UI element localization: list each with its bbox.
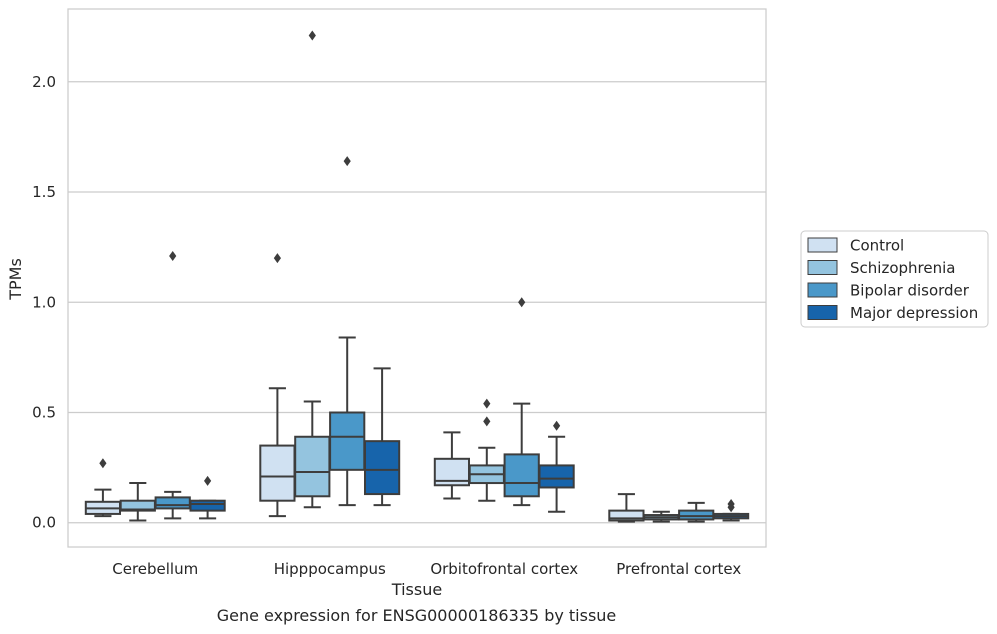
- box: [363, 440, 401, 496]
- x-tick-label: Hipppocampus: [274, 560, 386, 578]
- plot-frame: [67, 8, 767, 548]
- y-tick-label: 2.0: [32, 73, 56, 91]
- outlier-point: [483, 416, 491, 427]
- box-group: [363, 367, 401, 507]
- outlier-point: [553, 420, 561, 431]
- box-group: [329, 156, 366, 507]
- x-tick-labels: Cerebellum Hipppocampus Orbitofrontal cort…: [112, 560, 741, 578]
- y-tick-label: 0.0: [32, 514, 56, 532]
- y-axis-label: TPMs: [6, 258, 25, 301]
- box-group: [538, 420, 575, 513]
- box-plot-series: [84, 30, 750, 523]
- box: [329, 411, 366, 471]
- outlier-point: [483, 398, 491, 409]
- x-tick-label: Prefrontal cortex: [616, 560, 741, 578]
- box: [154, 496, 191, 510]
- box: [294, 435, 331, 498]
- box-group: [608, 493, 645, 523]
- box: [678, 509, 715, 521]
- x-axis-label: Tissue: [391, 580, 442, 599]
- gridlines: [68, 81, 766, 524]
- box-group: [189, 475, 226, 520]
- box-group: [468, 398, 505, 502]
- y-tick-labels: 0.0 0.5 1.0 1.5 2.0: [32, 73, 56, 532]
- box-group: [84, 458, 122, 518]
- outlier-point: [204, 475, 212, 486]
- outlier-point: [518, 297, 526, 308]
- y-tick-label: 0.5: [32, 404, 56, 422]
- legend-label: Schizophrenia: [850, 259, 955, 277]
- legend-frame: [800, 230, 989, 328]
- outlier-point: [727, 499, 735, 510]
- box-group: [119, 482, 156, 522]
- box: [189, 499, 226, 512]
- chart-caption: Gene expression for ENSG00000186335 by t…: [216, 606, 617, 625]
- box: [503, 453, 540, 498]
- legend-label: Control: [850, 237, 904, 255]
- legend-swatch: [807, 305, 838, 320]
- box: [538, 464, 575, 489]
- x-tick-label: Orbitofrontal cortex: [430, 560, 578, 578]
- box-group: [643, 510, 680, 523]
- box-group: [259, 253, 296, 518]
- box: [259, 444, 296, 502]
- outlier-point: [308, 30, 316, 41]
- legend-label: Bipolar disorder: [850, 282, 970, 300]
- legend-swatch: [807, 260, 838, 275]
- outlier-point: [169, 250, 177, 261]
- box-group: [678, 501, 715, 523]
- y-tick-label: 1.0: [32, 293, 56, 311]
- box-group: [154, 250, 191, 520]
- legend: Control Schizophrenia Bipolar disorder Majo…: [800, 230, 989, 328]
- outlier-point: [343, 156, 351, 167]
- legend-swatch: [807, 237, 838, 253]
- outlier-point: [99, 458, 107, 469]
- y-tick-label: 1.5: [32, 183, 56, 201]
- box-group: [433, 431, 471, 500]
- outlier-point: [273, 253, 281, 264]
- legend-swatch: [807, 282, 838, 298]
- legend-label: Major depression: [850, 304, 978, 322]
- box-group: [503, 297, 540, 507]
- box-group: [294, 30, 331, 509]
- box-group: [712, 499, 750, 522]
- x-tick-label: Cerebellum: [112, 560, 198, 578]
